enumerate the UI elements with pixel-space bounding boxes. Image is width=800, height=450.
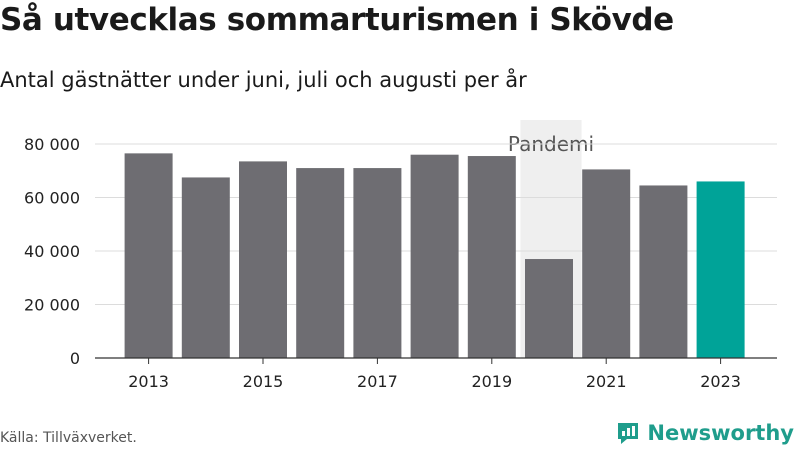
y-tick-label: 0 xyxy=(70,349,80,368)
y-tick-label: 80 000 xyxy=(24,135,80,154)
bar-2014 xyxy=(181,177,230,358)
y-tick-label: 20 000 xyxy=(24,296,80,315)
bar-2017 xyxy=(353,168,402,358)
bar-2023 xyxy=(696,181,745,358)
x-tick-label: 2013 xyxy=(128,372,169,391)
bar-2022 xyxy=(639,185,688,358)
x-tick-label: 2021 xyxy=(586,372,627,391)
y-tick-label: 60 000 xyxy=(24,189,80,208)
brand[interactable]: Newsworthy xyxy=(615,420,794,446)
chart-title: Så utvecklas sommarturismen i Skövde xyxy=(0,2,674,38)
x-tick-label: 2015 xyxy=(243,372,284,391)
source-note: Källa: Tillväxverket. xyxy=(0,430,137,446)
x-tick-label: 2017 xyxy=(357,372,398,391)
bar-2018 xyxy=(410,154,459,358)
bar-2016 xyxy=(296,168,345,358)
chart-subtitle: Antal gästnätter under juni, juli och au… xyxy=(0,68,527,92)
brand-name: Newsworthy xyxy=(647,421,794,445)
x-tick-label: 2023 xyxy=(700,372,741,391)
axes: 0 20 000 40 000 60 000 80 000 2013 2015 2017 201… xyxy=(24,135,777,391)
bar-2015 xyxy=(239,161,287,358)
newsworthy-logo-icon xyxy=(618,423,639,444)
bar-2019 xyxy=(467,156,516,358)
bar-2013 xyxy=(124,153,173,358)
x-tick-label: 2019 xyxy=(471,372,512,391)
bars xyxy=(124,153,745,358)
y-tick-label: 40 000 xyxy=(24,242,80,261)
bar-2021 xyxy=(582,169,631,358)
bar-2020 xyxy=(525,259,573,358)
